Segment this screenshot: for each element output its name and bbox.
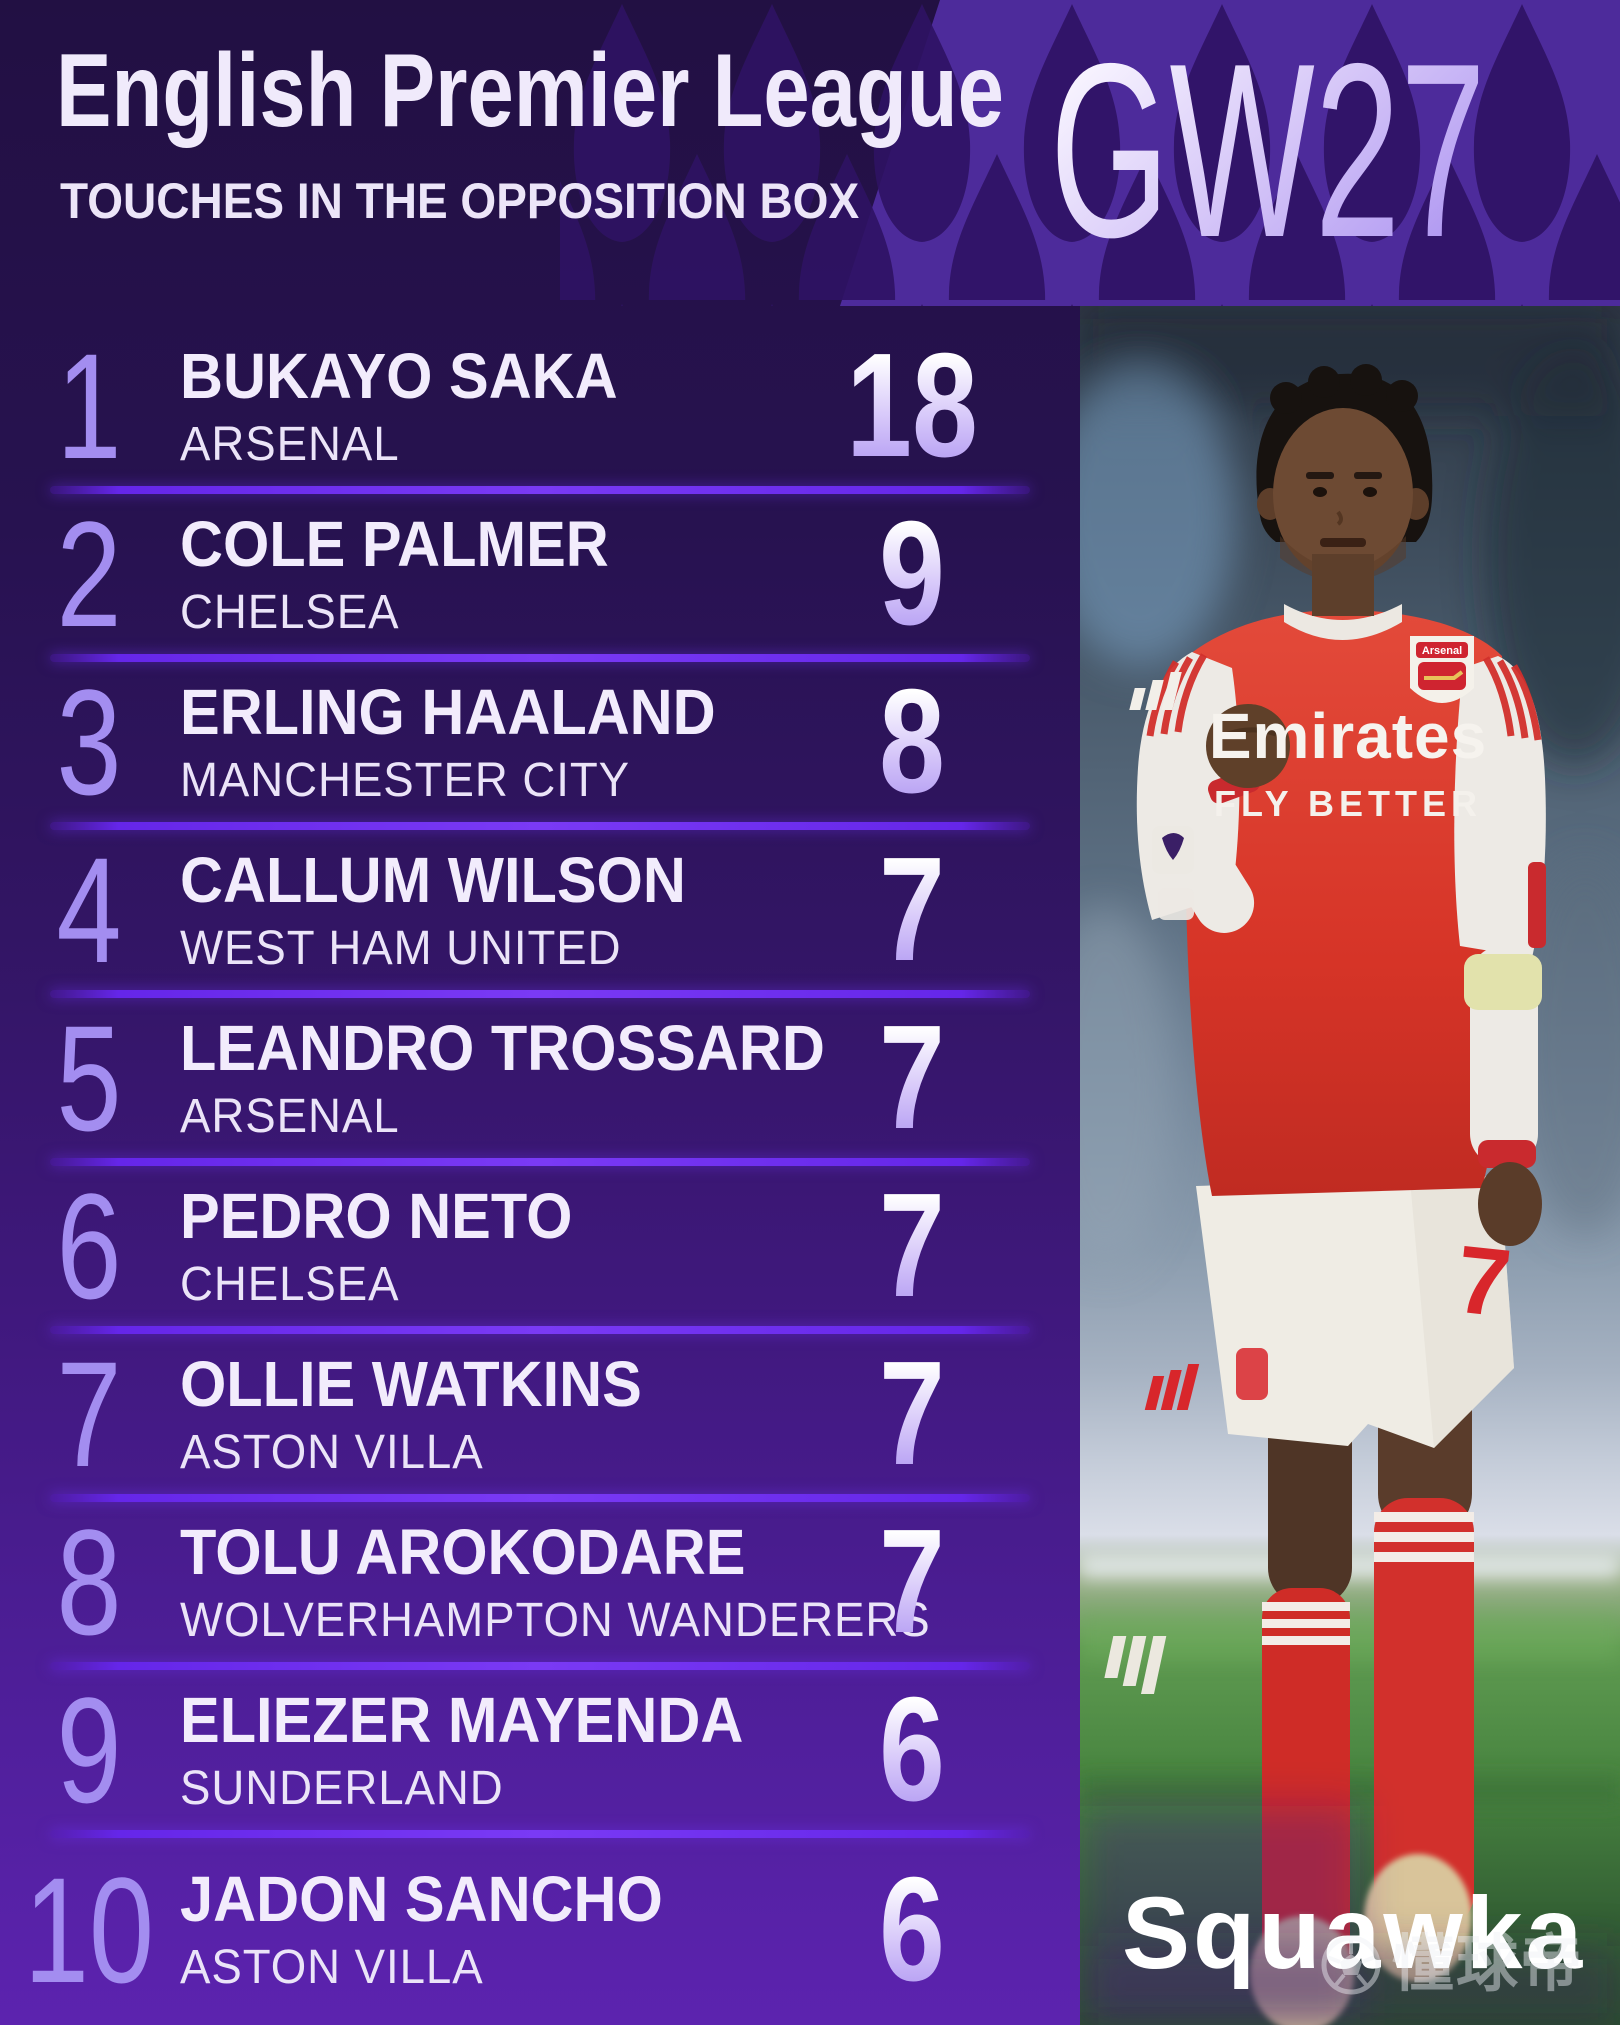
row-divider — [50, 1326, 1030, 1334]
player-block: OLLIE WATKINS ASTON VILLA — [178, 1352, 792, 1477]
rank-number: 5 — [56, 994, 122, 1162]
team-name: SUNDERLAND — [180, 1761, 504, 1815]
player-block: PEDRO NETO CHELSEA — [178, 1184, 792, 1309]
feather-pattern-decoration — [560, 0, 1620, 306]
row-divider — [50, 822, 1030, 830]
player-photo-scene: 7 — [1080, 306, 1620, 2025]
stat-value: 7 — [816, 1004, 1008, 1152]
no-room-for-racism-badge — [1158, 888, 1194, 920]
team-name: ARSENAL — [180, 1089, 400, 1143]
jersey-sponsor-line1: Emirates — [1209, 700, 1487, 772]
watermark-text: 懂球帝 — [1392, 1930, 1585, 1999]
player-name: OLLIE WATKINS — [180, 1347, 642, 1420]
stat-value: 6 — [816, 1676, 1008, 1824]
ranking-row: 9 ELIEZER MAYENDA SUNDERLAND 6 — [0, 1666, 1080, 1838]
ranking-row: 5 LEANDRO TROSSARD ARSENAL 7 — [0, 994, 1080, 1166]
player-block: JADON SANCHO ASTON VILLA — [178, 1867, 792, 1992]
player-name: CALLUM WILSON — [180, 843, 686, 916]
ranking-row: 6 PEDRO NETO CHELSEA 7 — [0, 1162, 1080, 1334]
page-subtitle: TOUCHES IN THE OPPOSITION BOX — [60, 173, 860, 229]
shorts-crest — [1236, 1348, 1268, 1400]
stat-value: 7 — [816, 836, 1008, 984]
ranking-row: 7 OLLIE WATKINS ASTON VILLA 7 — [0, 1330, 1080, 1502]
ranking-row: 2 COLE PALMER CHELSEA 9 — [0, 490, 1080, 662]
player-name: COLE PALMER — [180, 507, 609, 580]
stat-value: 7 — [816, 1172, 1008, 1320]
rank-number: 10 — [23, 1845, 155, 2014]
ranking-list: 1 BUKAYO SAKA ARSENAL 18 2 COLE PALMER C… — [0, 306, 1080, 2025]
player-name: ELIEZER MAYENDA — [180, 1683, 744, 1756]
arsenal-crest: Arsenal — [1410, 636, 1474, 703]
football-icon — [1321, 1935, 1381, 1995]
page-title: English Premier League — [56, 33, 1004, 149]
team-name: ASTON VILLA — [180, 1941, 484, 1994]
row-divider — [50, 654, 1030, 662]
rank-number: 3 — [56, 658, 122, 826]
rank-number: 1 — [56, 322, 122, 490]
captain-armband — [1464, 954, 1542, 1010]
bottom-tint — [1080, 1806, 1620, 2025]
stat-value: 8 — [816, 668, 1008, 816]
watermark: 懂球帝 — [1320, 1934, 1584, 1996]
gameweek-label: GW27 — [1050, 11, 1486, 289]
player-name: LEANDRO TROSSARD — [180, 1011, 825, 1084]
row-divider — [50, 1662, 1030, 1670]
player-name: ERLING HAALAND — [180, 675, 716, 748]
player-name: JADON SANCHO — [180, 1863, 663, 1935]
ranking-row: 8 TOLU AROKODARE WOLVERHAMPTON WANDERERS… — [0, 1498, 1080, 1670]
sleeve-sponsor-patch — [1528, 862, 1546, 948]
player-name: BUKAYO SAKA — [180, 339, 618, 412]
stat-value: 7 — [816, 1508, 1008, 1656]
ranking-row: 1 BUKAYO SAKA ARSENAL 18 — [0, 306, 1080, 494]
player-name: PEDRO NETO — [180, 1179, 573, 1252]
row-divider — [50, 1830, 1030, 1838]
adidas-logo — [1129, 672, 1182, 710]
ranking-row: 10 JADON SANCHO ASTON VILLA 6 — [0, 1834, 1080, 2025]
team-name: CHELSEA — [180, 1257, 400, 1311]
stat-value: 18 — [816, 332, 1008, 480]
player-block: CALLUM WILSON WEST HAM UNITED — [178, 848, 792, 973]
player-block: ERLING HAALAND MANCHESTER CITY — [178, 680, 792, 805]
row-divider — [50, 1494, 1030, 1502]
ranking-row: 4 CALLUM WILSON WEST HAM UNITED 7 — [0, 826, 1080, 998]
player-block: LEANDRO TROSSARD ARSENAL — [178, 1011, 825, 1143]
player-block: TOLU AROKODARE WOLVERHAMPTON WANDERERS — [178, 1515, 931, 1647]
rank-number: 4 — [56, 826, 122, 994]
stat-value: 6 — [816, 1855, 1008, 2004]
stat-value: 9 — [816, 500, 1008, 648]
stat-value: 7 — [816, 1340, 1008, 1488]
player-name: TOLU AROKODARE — [180, 1515, 746, 1588]
player-figure: 7 — [1104, 364, 1546, 2025]
ranking-row: 3 ERLING HAALAND MANCHESTER CITY 8 — [0, 658, 1080, 830]
team-name: WEST HAM UNITED — [180, 921, 622, 975]
player-block: BUKAYO SAKA ARSENAL — [178, 344, 792, 469]
jersey-sponsor-line2: FLY BETTER — [1214, 783, 1482, 824]
rank-number: 8 — [56, 1498, 122, 1666]
player-block: ELIEZER MAYENDA SUNDERLAND — [178, 1688, 792, 1813]
team-name: WOLVERHAMPTON WANDERERS — [180, 1593, 931, 1647]
team-name: ARSENAL — [180, 417, 400, 471]
team-name: MANCHESTER CITY — [180, 753, 631, 807]
player-block: COLE PALMER CHELSEA — [178, 512, 792, 637]
rank-number: 6 — [56, 1162, 122, 1330]
shorts-adidas-bars — [1144, 1364, 1200, 1410]
team-name: ASTON VILLA — [180, 1425, 484, 1479]
rank-number: 7 — [56, 1330, 122, 1498]
row-divider — [50, 1158, 1030, 1166]
row-divider — [50, 486, 1030, 494]
player-head — [1256, 364, 1433, 616]
player-photo: 7 — [1080, 306, 1620, 2025]
crest-label: Arsenal — [1422, 645, 1462, 657]
rank-number: 2 — [56, 490, 122, 658]
rank-number: 9 — [56, 1666, 122, 1834]
team-name: CHELSEA — [180, 585, 400, 639]
brand-logo: Squawka — [1122, 1876, 1586, 1990]
row-divider — [50, 990, 1030, 998]
